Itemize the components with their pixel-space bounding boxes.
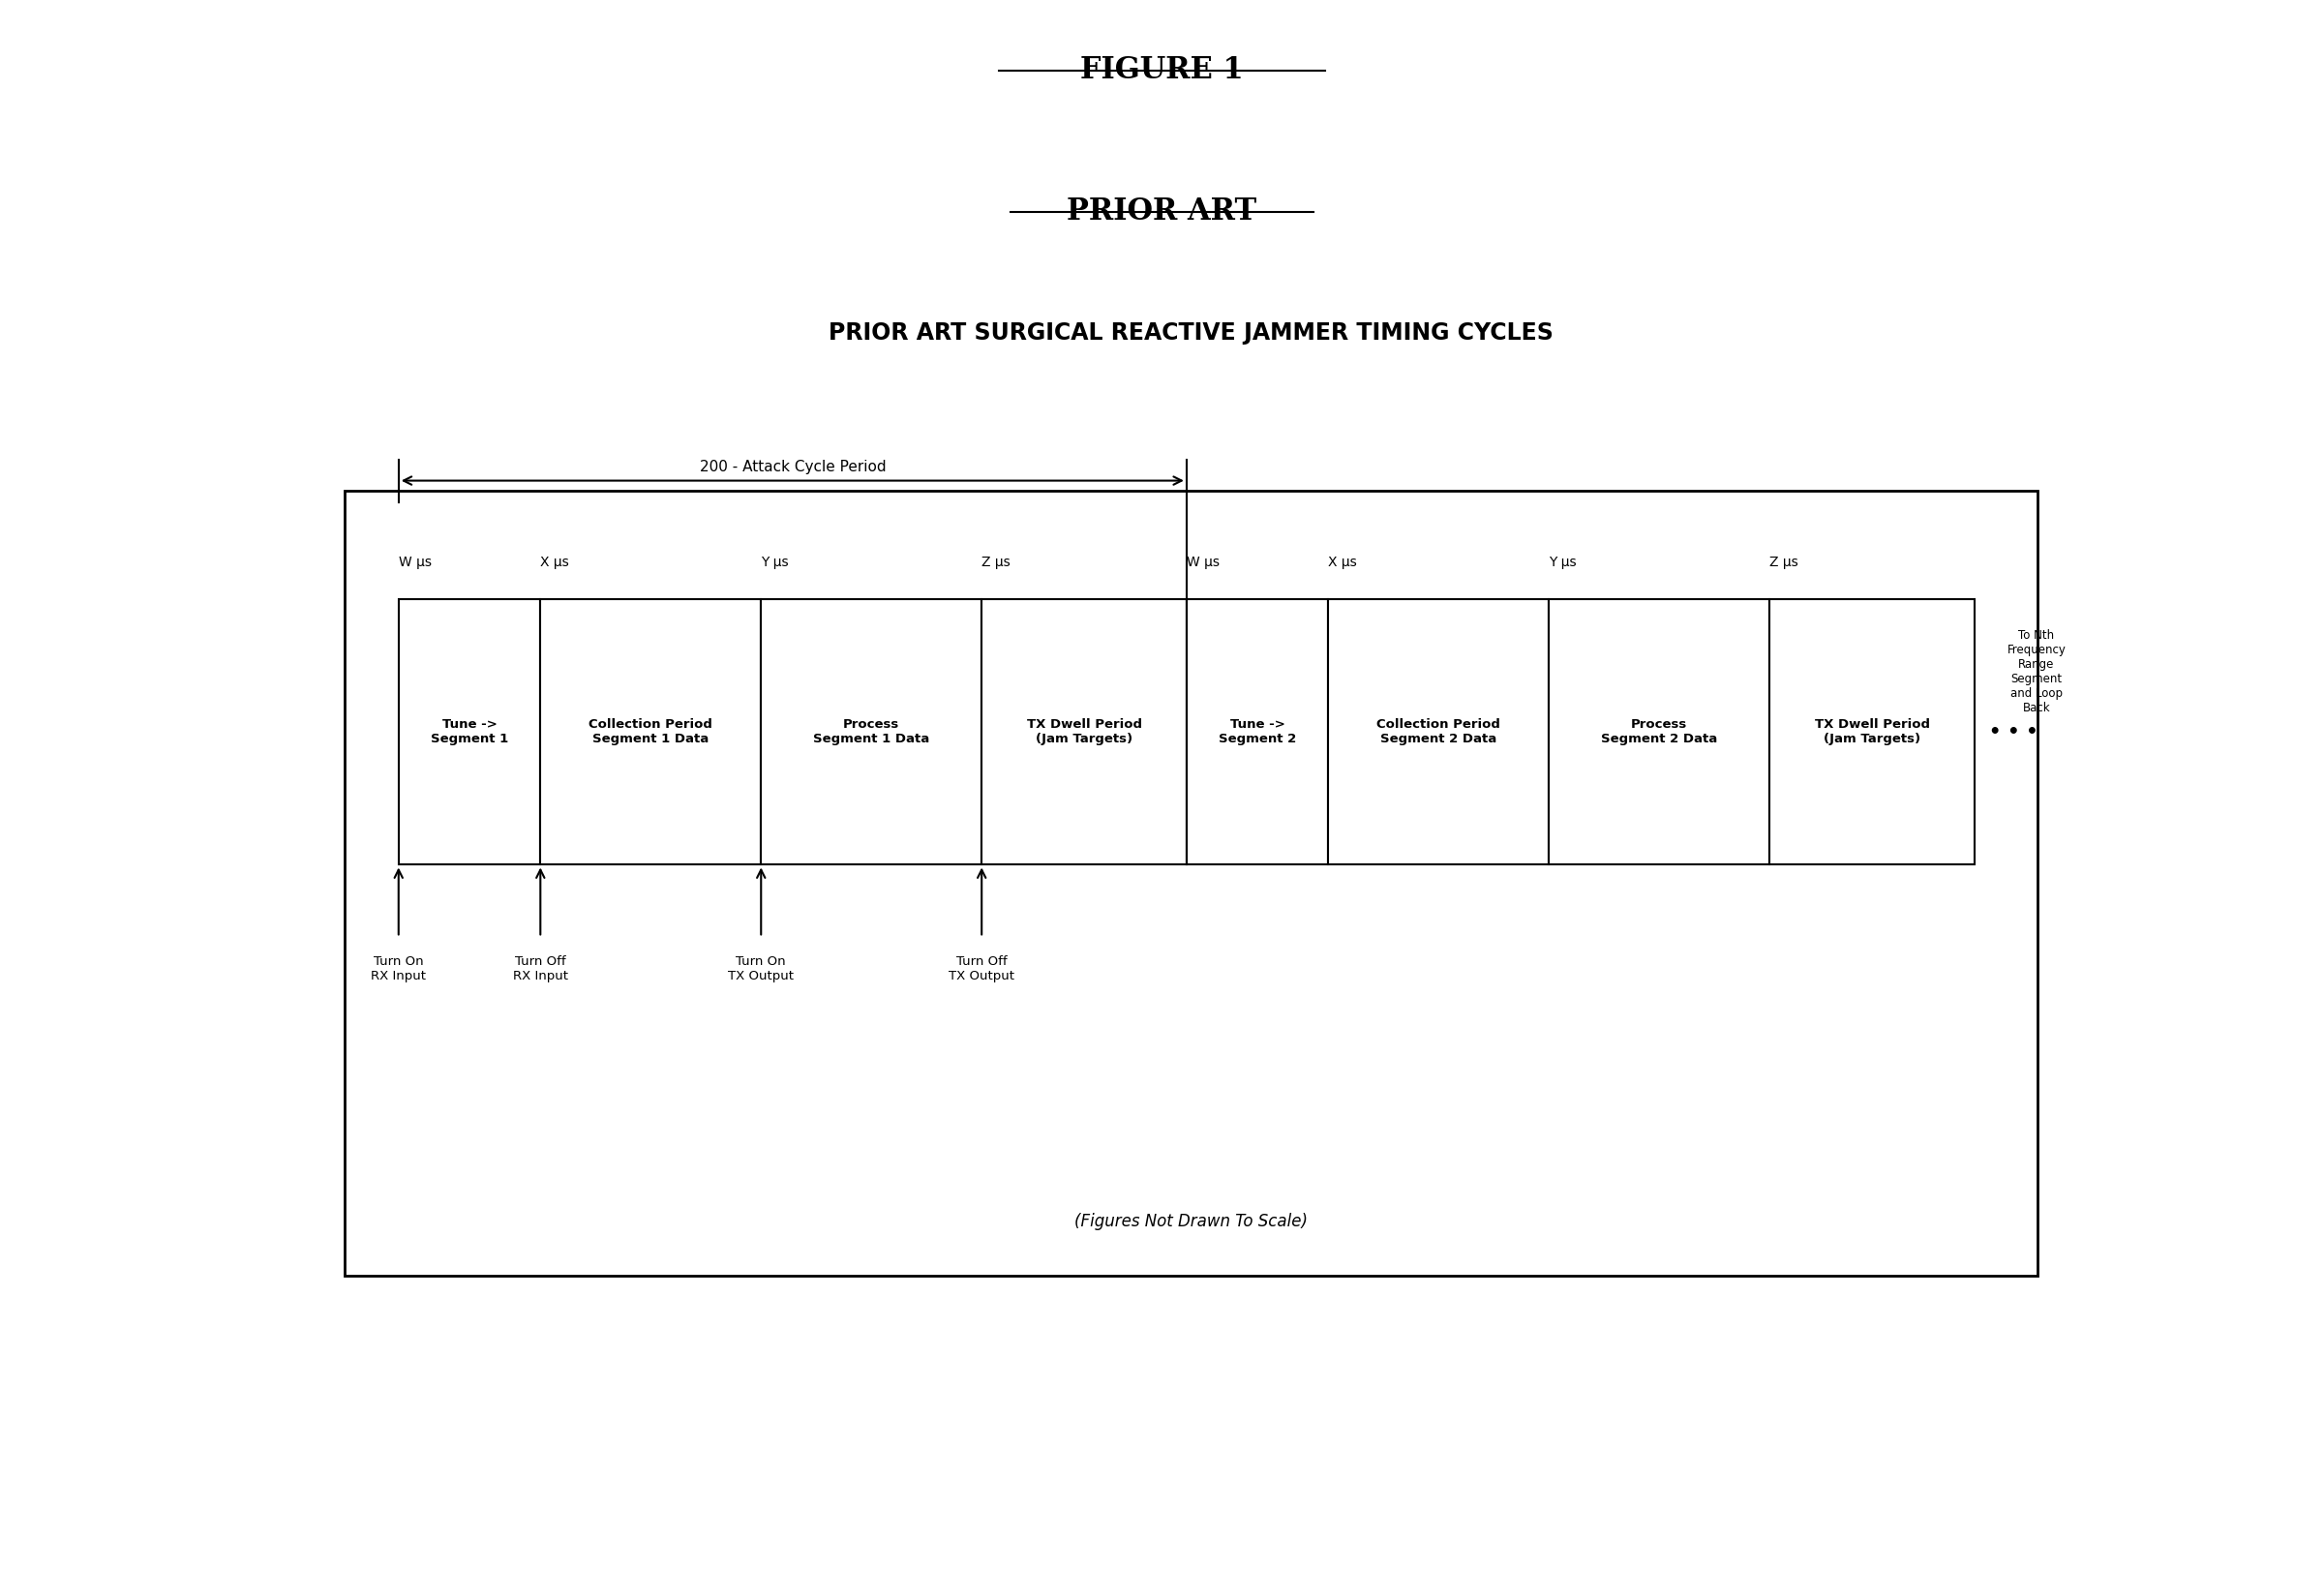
Bar — [760, 599, 981, 865]
Text: W μs: W μs — [400, 555, 432, 570]
Bar — [1550, 599, 1769, 865]
Text: PRIOR ART SURGICAL REACTIVE JAMMER TIMING CYCLES: PRIOR ART SURGICAL REACTIVE JAMMER TIMIN… — [830, 322, 1552, 345]
Bar — [400, 599, 541, 865]
Text: 200 - Attack Cycle Period: 200 - Attack Cycle Period — [700, 460, 885, 474]
Bar — [1329, 599, 1550, 865]
Text: TX Dwell Period
(Jam Targets): TX Dwell Period (Jam Targets) — [1027, 719, 1141, 745]
Text: X μs: X μs — [541, 555, 569, 570]
Text: Tune ->
Segment 2: Tune -> Segment 2 — [1218, 719, 1297, 745]
Bar — [1188, 599, 1329, 865]
Text: Z μs: Z μs — [1769, 555, 1799, 570]
Bar — [541, 599, 760, 865]
Text: TX Dwell Period
(Jam Targets): TX Dwell Period (Jam Targets) — [1815, 719, 1929, 745]
Text: W μs: W μs — [1188, 555, 1220, 570]
Text: Collection Period
Segment 2 Data: Collection Period Segment 2 Data — [1376, 719, 1501, 745]
Text: Tune ->
Segment 1: Tune -> Segment 1 — [430, 719, 509, 745]
Text: (Figures Not Drawn To Scale): (Figures Not Drawn To Scale) — [1074, 1213, 1308, 1230]
Bar — [1769, 599, 1975, 865]
Text: Turn On
TX Output: Turn On TX Output — [727, 956, 795, 982]
Text: X μs: X μs — [1329, 555, 1357, 570]
Text: Turn On
RX Input: Turn On RX Input — [372, 956, 425, 982]
Text: Process
Segment 1 Data: Process Segment 1 Data — [813, 719, 930, 745]
Text: PRIOR ART: PRIOR ART — [1067, 196, 1257, 226]
Text: Z μs: Z μs — [981, 555, 1011, 570]
Text: Turn Off
TX Output: Turn Off TX Output — [948, 956, 1016, 982]
Text: FIGURE 1: FIGURE 1 — [1081, 55, 1243, 85]
Text: Process
Segment 2 Data: Process Segment 2 Data — [1601, 719, 1717, 745]
Text: Turn Off
RX Input: Turn Off RX Input — [514, 956, 567, 982]
Bar — [981, 599, 1188, 865]
Text: To Nth
Frequency
Range
Segment
and Loop
Back: To Nth Frequency Range Segment and Loop … — [2008, 629, 2066, 714]
Text: Y μs: Y μs — [1550, 555, 1576, 570]
Bar — [344, 490, 2038, 1276]
Text: Y μs: Y μs — [760, 555, 788, 570]
Text: Collection Period
Segment 1 Data: Collection Period Segment 1 Data — [588, 719, 713, 745]
Text: • • •: • • • — [1989, 723, 2038, 741]
